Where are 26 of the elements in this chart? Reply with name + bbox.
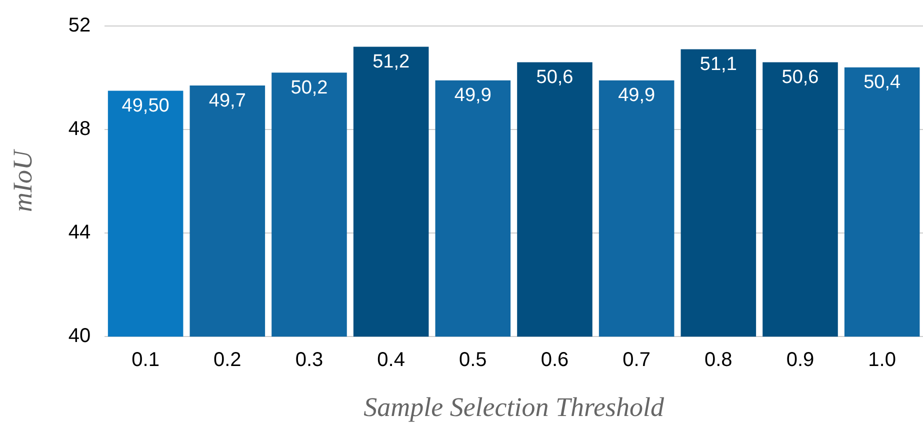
- x-tick-label: 0.1: [132, 349, 160, 372]
- x-tick-label: 1.0: [868, 349, 896, 372]
- data-label: 50,6: [536, 66, 574, 88]
- data-label: 49,9: [454, 85, 492, 106]
- x-tick-label: 0.3: [295, 349, 324, 372]
- x-tick-label: 0.2: [213, 349, 242, 372]
- data-label: 50,4: [864, 72, 902, 94]
- data-label: 49,50: [122, 95, 170, 116]
- data-label: 49,9: [618, 85, 656, 106]
- data-label: 51,1: [700, 54, 737, 76]
- x-tick-label: 0.5: [459, 349, 487, 372]
- x-tick-label: 0.4: [377, 349, 405, 372]
- x-axis-title: Sample Selection Threshold: [364, 392, 665, 422]
- y-tick-label: 44: [68, 222, 91, 244]
- data-label: 49,7: [208, 90, 246, 112]
- y-tick-label: 40: [68, 325, 91, 348]
- x-tick-label: 0.6: [540, 349, 569, 372]
- y-tick-label: 48: [68, 118, 91, 140]
- data-label: 50,2: [290, 77, 328, 98]
- y-axis-title: mIoU: [7, 149, 38, 212]
- y-tick-label: 52: [68, 14, 91, 37]
- x-tick-label: 0.8: [704, 349, 732, 372]
- data-label: 50,6: [782, 66, 819, 88]
- x-tick-label: 0.9: [786, 349, 814, 372]
- x-tick-label: 0.7: [622, 349, 650, 372]
- data-label: 51,2: [372, 51, 410, 72]
